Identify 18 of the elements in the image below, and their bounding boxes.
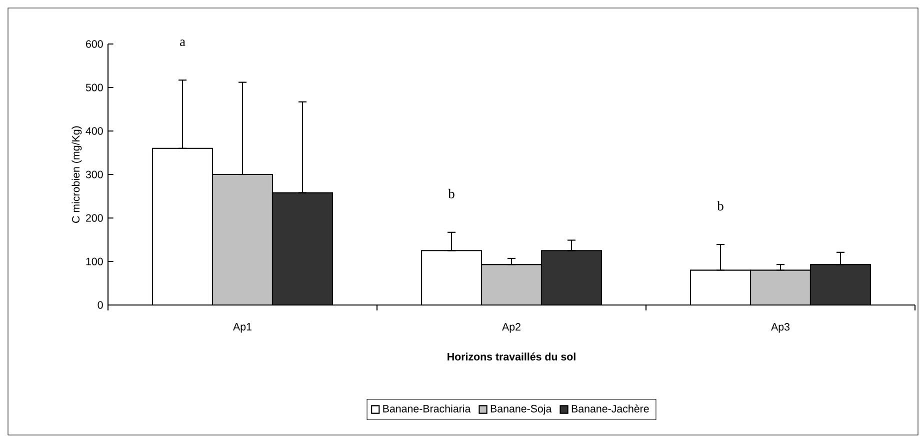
annotation: b: [448, 188, 454, 198]
y-tick-label: 100: [86, 258, 103, 266]
annotation: a: [180, 40, 186, 46]
x-tick-label: Ap2: [502, 323, 520, 333]
legend-label: Banane-Jachère: [572, 404, 649, 413]
y-axis-title: C microbien (mg/Kg): [72, 126, 82, 223]
y-tick-label: 0: [98, 301, 103, 309]
y-tick-label: 400: [86, 127, 103, 135]
y-tick-label: 600: [86, 40, 103, 48]
x-tick-label: Ap3: [771, 323, 790, 333]
legend-label: Banane-Brachiaria: [383, 404, 471, 412]
y-tick-label: 300: [86, 170, 103, 178]
x-tick-label: Ap1: [233, 323, 252, 333]
annotation: b: [717, 201, 724, 210]
x-axis-title: Horizons travaillés du sol: [448, 352, 576, 360]
legend-label: Banane-Soja: [490, 404, 552, 415]
y-tick-label: 500: [86, 84, 103, 92]
y-tick-label: 200: [86, 214, 103, 222]
